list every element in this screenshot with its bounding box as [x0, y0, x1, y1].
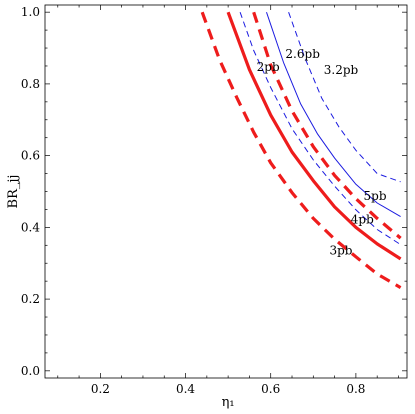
x-tick-label: 0.6 — [261, 382, 280, 396]
curve-5pb — [252, 11, 402, 240]
y-tick-label: 0.4 — [21, 220, 40, 234]
y-tick-label: 0.0 — [21, 364, 40, 378]
y-tick-label: 0.2 — [21, 292, 40, 306]
y-tick-label: 1.0 — [21, 5, 40, 19]
x-tick-label: 0.2 — [91, 382, 110, 396]
y-tick-label: 0.6 — [21, 149, 40, 163]
x-tick-label: 0.8 — [346, 382, 365, 396]
y-tick-label: 0.8 — [21, 77, 40, 91]
curve-label: 2.6pb — [285, 47, 320, 61]
curve-label: 5pb — [364, 189, 387, 203]
curve-3pb — [200, 11, 402, 289]
labels-layer: 0.2 0.4 0.6 0.8 0.0 0.2 0.4 0.6 0.8 1.0 — [21, 5, 366, 396]
curve-label: 3.2pb — [324, 63, 359, 77]
curve-label: 2pb — [257, 60, 280, 74]
x-axis-title: η₁ — [222, 395, 235, 410]
ticks-layer — [45, 5, 407, 378]
y-axis-title: BR_jj — [6, 175, 21, 209]
curve-label: 4pb — [351, 212, 374, 226]
curve-2pb — [239, 12, 401, 246]
curve-label: 3pb — [329, 244, 352, 258]
curve-4pb — [226, 11, 402, 261]
curves-layer — [200, 11, 402, 289]
annotations-layer: 2pb 2.6pb 3.2pb 5pb 4pb 3pb — [257, 47, 387, 258]
curve-3-2pb — [288, 12, 401, 183]
x-tick-label: 0.4 — [176, 382, 195, 396]
curve-2-6pb — [266, 12, 401, 218]
